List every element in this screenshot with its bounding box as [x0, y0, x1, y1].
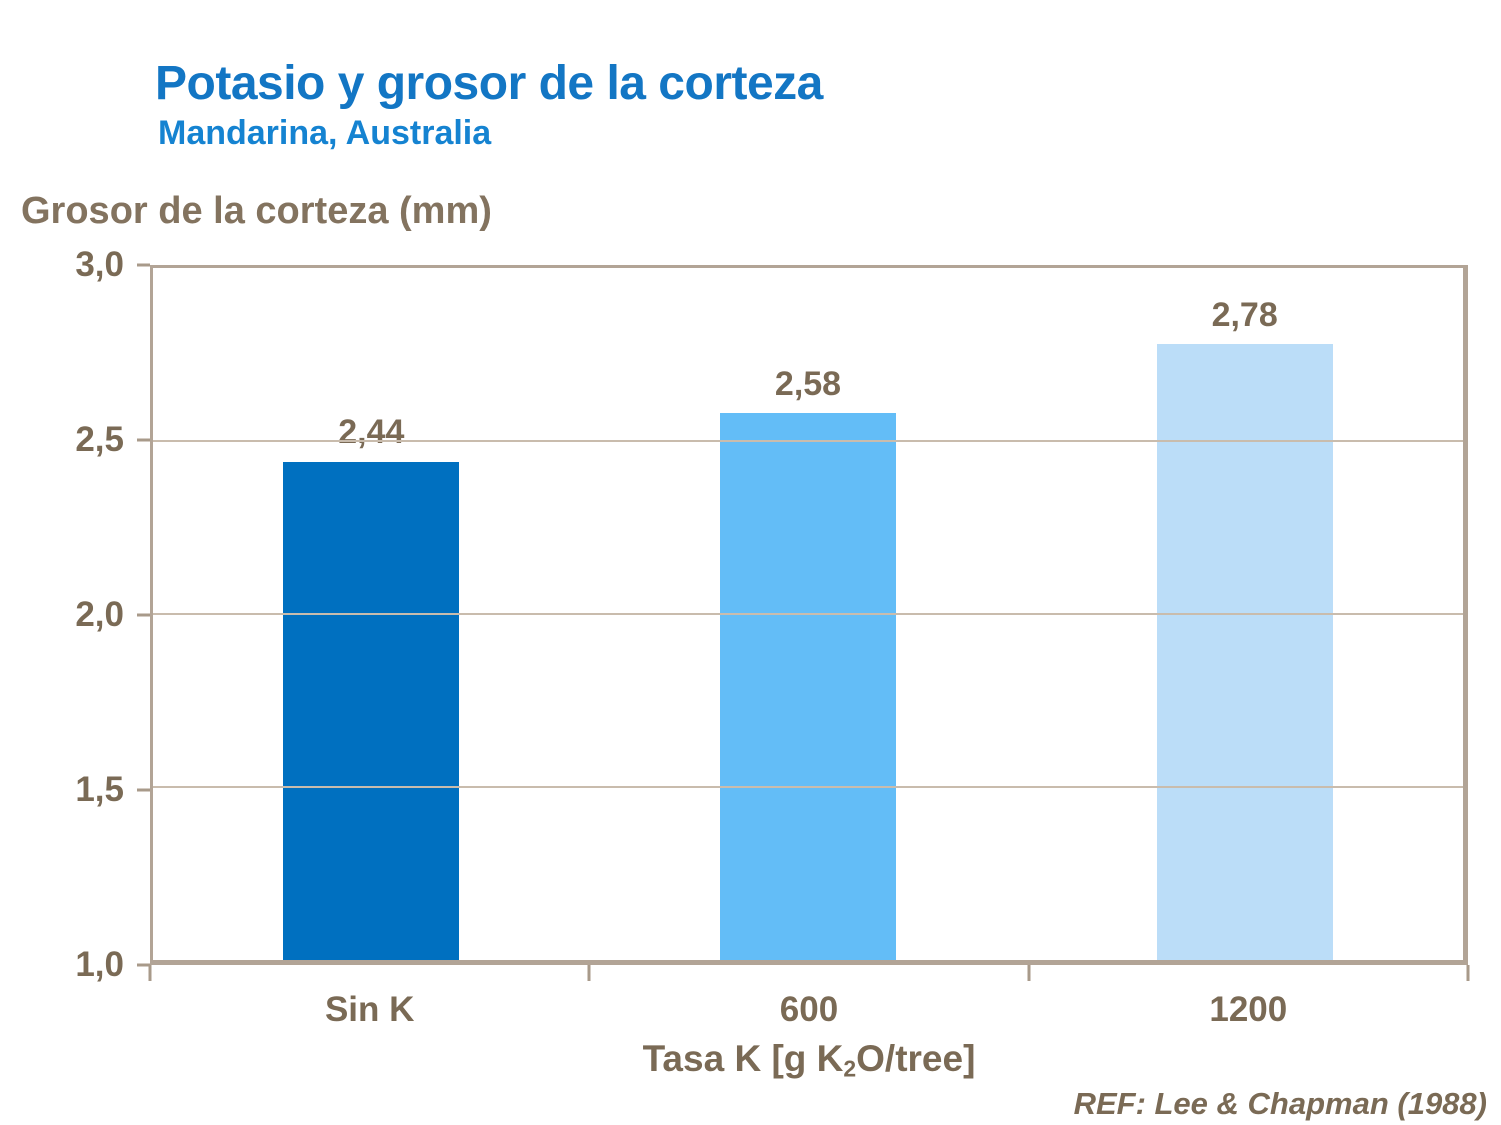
y-tick-mark: [137, 788, 150, 792]
x-axis-title-suffix: O/tree]: [856, 1038, 976, 1079]
gridline: [153, 786, 1463, 788]
category-label-600: 600: [779, 990, 839, 1029]
chart-subtitle: Mandarina, Australia: [158, 114, 492, 152]
x-category-labels: Sin K 600 1200: [150, 990, 1468, 1030]
bar-1200: [1156, 344, 1333, 960]
bars-container: 2,44 2,58 2,78: [153, 268, 1463, 960]
y-tick-label: 2,5: [75, 420, 124, 459]
chart-title: Potasio y grosor de la corteza: [155, 57, 823, 110]
x-axis-title-prefix: Tasa K [g K: [642, 1038, 844, 1079]
bar-value-label-600: 2,58: [774, 364, 842, 403]
x-tick-mark: [1027, 965, 1031, 981]
x-axis-title-subscript: 2: [843, 1055, 857, 1082]
y-tick-label: 2,0: [75, 595, 124, 634]
y-tick-mark: [137, 963, 150, 967]
bar-value-label-sin-k: 2,44: [338, 413, 405, 452]
y-tick-label: 3,0: [75, 245, 124, 284]
gridline: [153, 440, 1463, 442]
category-label-sin-k: Sin K: [324, 990, 415, 1029]
x-tick-mark: [587, 965, 591, 981]
reference-text: REF: Lee & Chapman (1988): [1073, 1086, 1487, 1121]
bar-sin-k: [283, 461, 460, 960]
y-tick-mark: [137, 263, 150, 267]
x-axis-title: Tasa K [g K2O/tree]: [150, 1038, 1468, 1083]
x-tick-mark: [148, 965, 152, 981]
bar-group-sin-k: 2,44: [153, 268, 590, 960]
bar-value-label-1200: 2,78: [1211, 295, 1278, 334]
bar-group-600: 2,58: [590, 268, 1027, 960]
x-tick-mark: [1466, 965, 1470, 981]
y-axis-title: Grosor de la corteza (mm): [21, 190, 492, 232]
y-axis-ticks: 3,0 2,5 2,0 1,5 1,0: [0, 245, 150, 984]
bar-group-1200: 2,78: [1026, 268, 1463, 960]
category-label-1200: 1200: [1209, 990, 1288, 1029]
y-tick-mark: [137, 613, 150, 617]
y-tick-mark: [137, 438, 150, 442]
gridline: [153, 613, 1463, 615]
bar-600: [720, 413, 896, 960]
x-axis-ticks: [148, 965, 1470, 983]
y-tick-label: 1,0: [75, 945, 124, 984]
plot-area: 2,44 2,58 2,78: [150, 265, 1468, 965]
y-tick-label: 1,5: [75, 770, 124, 809]
